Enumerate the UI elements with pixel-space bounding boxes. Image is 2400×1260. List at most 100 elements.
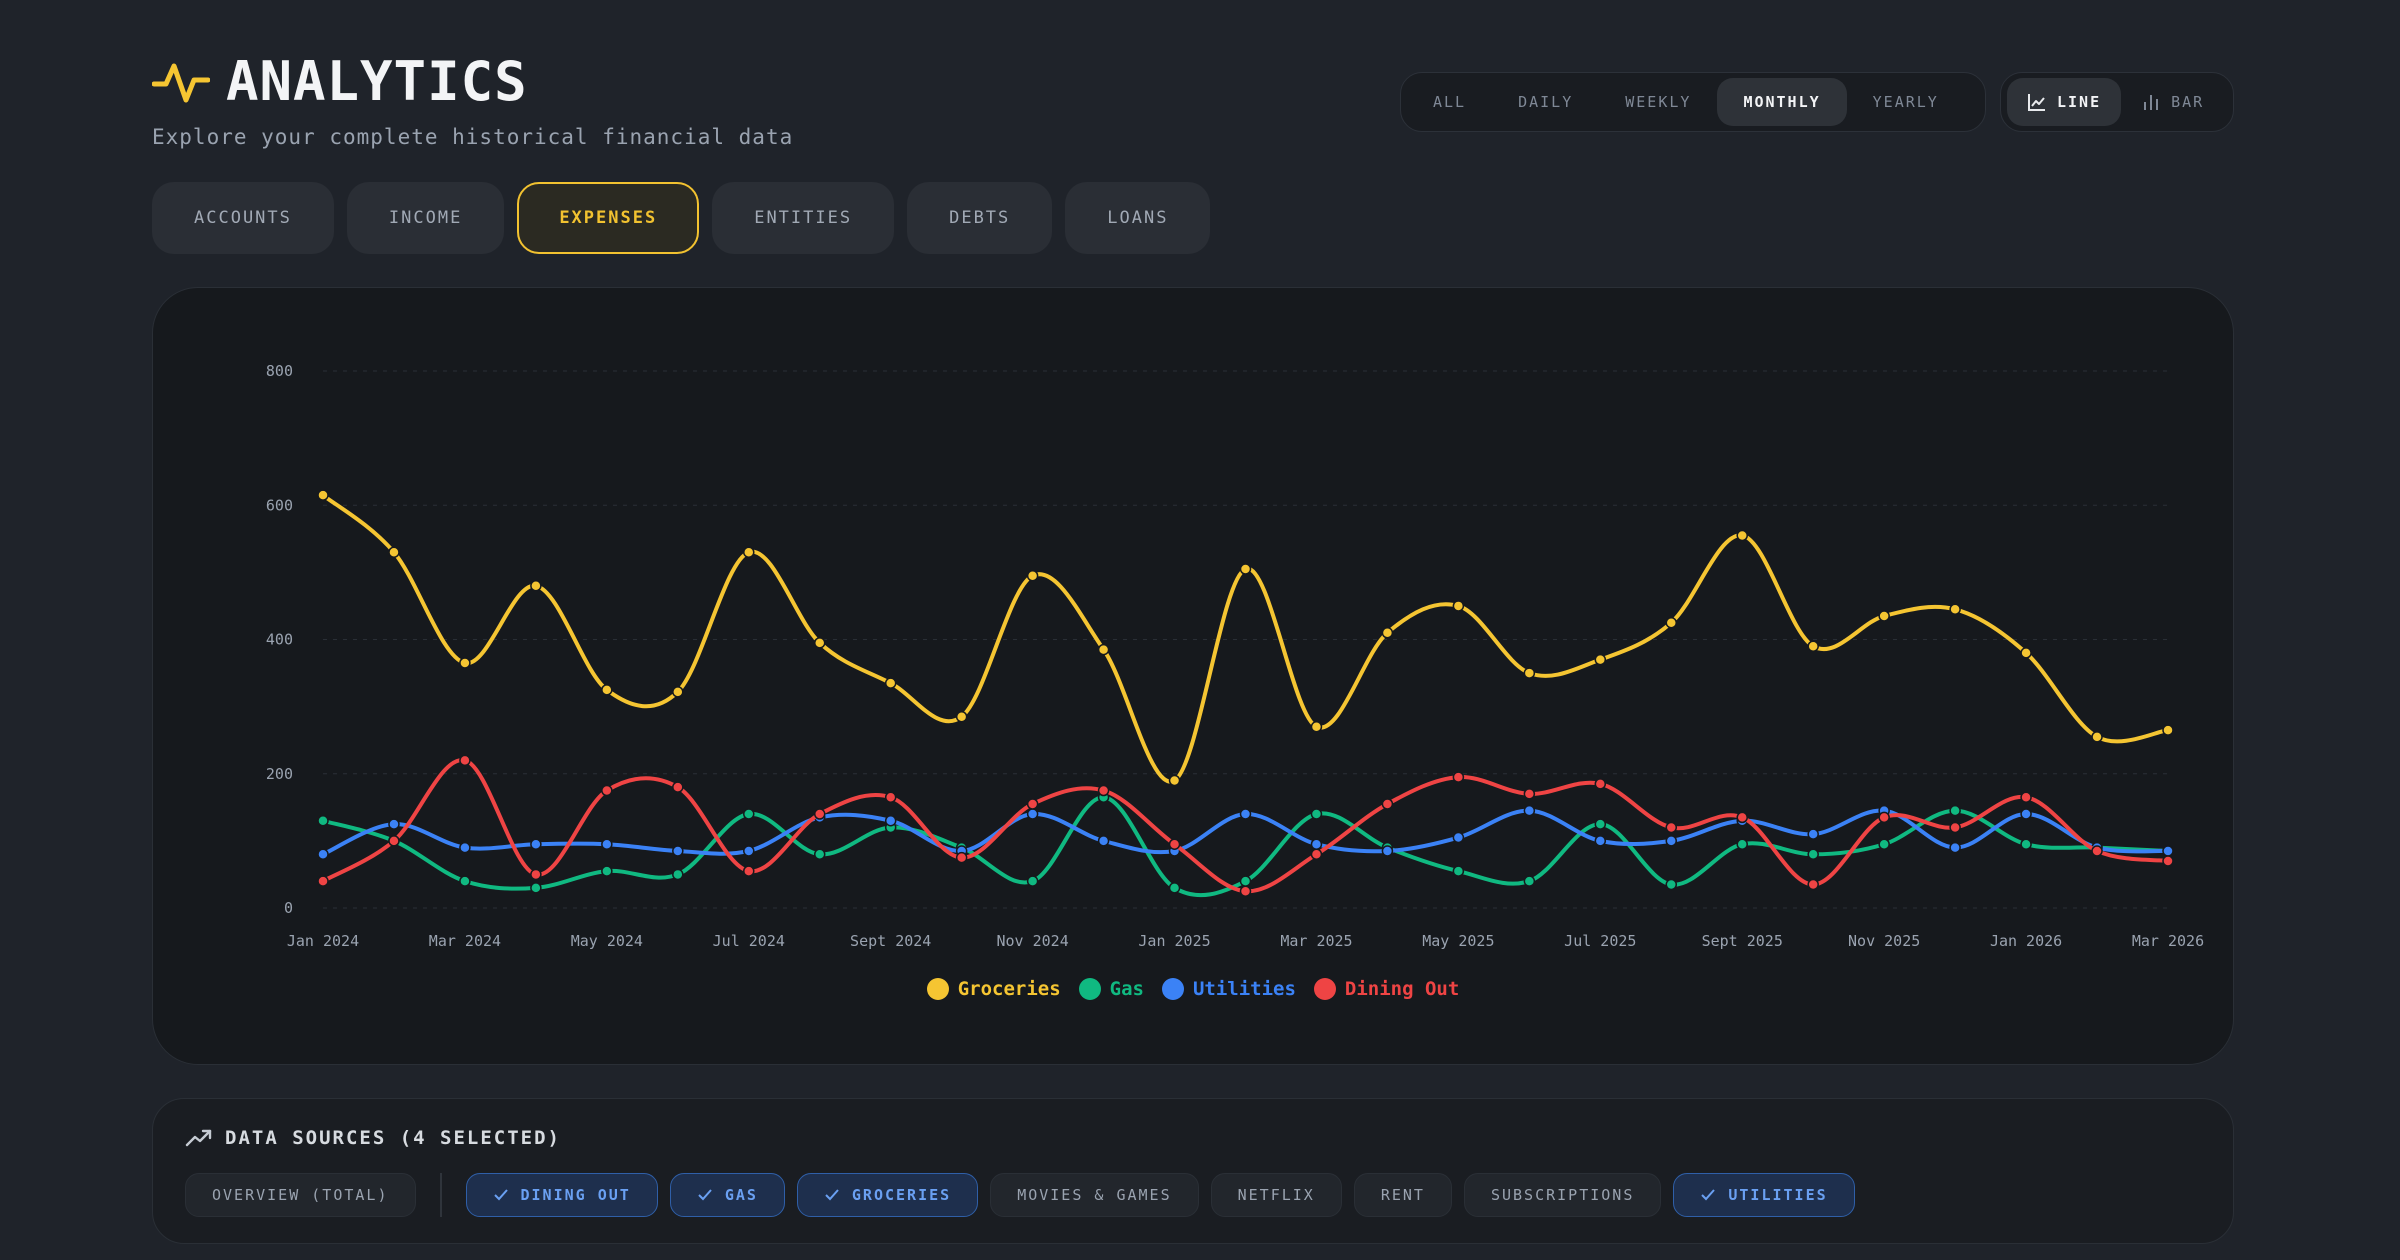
source-chip-subscriptions[interactable]: SUBSCRIPTIONS [1463, 1173, 1662, 1217]
x-tick-label: Jan 2025 [1138, 932, 1210, 950]
source-chip-label: UTILITIES [1728, 1186, 1828, 1204]
data-point-dining-out [884, 791, 897, 803]
tab-loans[interactable]: LOANS [1065, 182, 1211, 254]
data-point-dining-out [317, 875, 329, 887]
source-chip-label: GAS [724, 1186, 758, 1204]
source-chip-groceries[interactable]: GROCERIES [796, 1173, 979, 1217]
range-all-button[interactable]: ALL [1433, 93, 1467, 111]
source-chip-dining-out[interactable]: DINING OUT [465, 1173, 658, 1217]
data-point-dining-out [1452, 771, 1465, 783]
series-line-dining-out [322, 758, 2169, 894]
data-point-groceries [1523, 667, 1536, 679]
range-weekly-button[interactable]: WEEKLY [1625, 93, 1692, 111]
source-chip-gas[interactable]: GAS [669, 1173, 785, 1217]
data-point-groceries [1097, 643, 1110, 656]
legend-item-gas[interactable]: Gas [1078, 978, 1144, 1000]
x-tick-label: Mar 2026 [2132, 932, 2204, 950]
data-point-dining-out [1097, 784, 1110, 797]
bar-chart-button[interactable]: BAR [2121, 78, 2224, 126]
x-tick-label: May 2025 [1422, 932, 1494, 950]
data-point-dining-out [1949, 821, 1961, 834]
data-point-utilities [2020, 808, 2032, 820]
legend-dot [1078, 978, 1101, 1000]
overview-total-chip[interactable]: OVERVIEW (TOTAL) [185, 1173, 416, 1217]
data-point-groceries [2091, 731, 2103, 743]
data-point-gas [601, 865, 613, 877]
data-point-utilities [1239, 808, 1252, 820]
data-point-utilities [388, 818, 400, 830]
data-point-dining-out [2020, 791, 2032, 803]
data-point-utilities [1807, 828, 1819, 840]
check-icon [825, 1189, 839, 1201]
line-chart-button[interactable]: LINE [2007, 78, 2122, 126]
x-tick-label: Mar 2024 [429, 932, 501, 950]
range-monthly-button[interactable]: MONTHLY [1717, 78, 1847, 126]
chart-legend: Groceries Gas Utilities Dining Out [153, 978, 2233, 1000]
page-subtitle: Explore your complete historical financi… [152, 125, 794, 149]
data-point-groceries [1310, 721, 1323, 733]
data-point-dining-out [1026, 798, 1039, 810]
data-point-gas [530, 882, 542, 894]
data-point-gas [1594, 818, 1607, 830]
line-chart-label: LINE [2057, 93, 2102, 111]
legend-item-utilities[interactable]: Utilities [1161, 978, 1296, 1000]
data-point-dining-out [672, 781, 684, 793]
page-title: ANALYTICS [226, 50, 528, 113]
data-point-utilities [2162, 845, 2174, 857]
source-chip-label: GROCERIES [851, 1186, 952, 1204]
chart-type-toggle: LINE BAR [2000, 72, 2234, 132]
source-chip-label: RENT [1380, 1186, 1425, 1204]
range-daily-button[interactable]: DAILY [1518, 93, 1574, 111]
range-yearly-button[interactable]: YEARLY [1872, 93, 1939, 111]
source-chip-label: MOVIES & GAMES [1017, 1186, 1172, 1204]
data-point-dining-out [1381, 798, 1394, 810]
source-chip-label: DINING OUT [520, 1186, 631, 1204]
data-point-utilities [1452, 831, 1465, 844]
data-point-dining-out [530, 868, 542, 881]
data-point-groceries [1026, 569, 1039, 582]
data-point-groceries [317, 489, 329, 501]
data-point-dining-out [1878, 811, 1890, 824]
data-point-groceries [1381, 627, 1394, 639]
source-chip-netflix[interactable]: NETFLIX [1210, 1173, 1342, 1217]
tab-accounts[interactable]: ACCOUNTS [152, 182, 334, 254]
legend-item-groceries[interactable]: Groceries [926, 978, 1061, 1000]
tab-expenses[interactable]: EXPENSES [517, 182, 700, 254]
data-point-gas [2020, 838, 2032, 850]
data-point-gas [1807, 848, 1819, 861]
legend-label: Utilities [1192, 978, 1296, 1000]
data-point-utilities [1097, 835, 1110, 847]
chip-divider [439, 1173, 442, 1217]
legend-item-dining-out[interactable]: Dining Out [1313, 978, 1459, 1000]
source-chip-movies-games[interactable]: MOVIES & GAMES [990, 1173, 1199, 1217]
data-point-dining-out [1239, 885, 1252, 897]
data-point-utilities [1523, 804, 1536, 817]
tab-income[interactable]: INCOME [346, 182, 505, 254]
data-point-gas [1239, 875, 1252, 887]
time-range-toggle: ALL DAILY WEEKLY MONTHLY YEARLY [1400, 72, 1986, 132]
data-point-utilities [672, 845, 684, 857]
data-point-dining-out [459, 754, 471, 767]
data-point-gas [1665, 878, 1678, 891]
data-point-groceries [459, 657, 471, 669]
data-point-dining-out [1310, 848, 1323, 861]
source-chip-rent[interactable]: RENT [1353, 1173, 1452, 1217]
source-chip-utilities[interactable]: UTILITIES [1673, 1173, 1855, 1217]
data-point-gas [1452, 865, 1465, 877]
data-point-dining-out [2162, 855, 2174, 867]
data-sources-panel: DATA SOURCES (4 SELECTED) OVERVIEW (TOTA… [152, 1098, 2234, 1244]
data-point-utilities [459, 841, 471, 854]
tab-entities[interactable]: ENTITIES [712, 182, 895, 254]
data-point-gas [1168, 882, 1181, 894]
data-point-groceries [1736, 529, 1748, 542]
x-tick-label: Jul 2025 [1564, 932, 1636, 950]
data-point-utilities [1026, 808, 1039, 820]
data-point-dining-out [813, 808, 826, 820]
data-point-gas [1949, 804, 1961, 817]
data-point-groceries [601, 684, 613, 696]
tab-debts[interactable]: DEBTS [907, 182, 1053, 254]
check-icon [698, 1189, 712, 1201]
data-point-dining-out [1807, 878, 1819, 891]
data-sources-title: DATA SOURCES (4 SELECTED) [225, 1127, 561, 1149]
chart-panel: 0 200 400 600 800 Jan 2024 Mar 2024 May 2024 Jul… [152, 287, 2234, 1065]
